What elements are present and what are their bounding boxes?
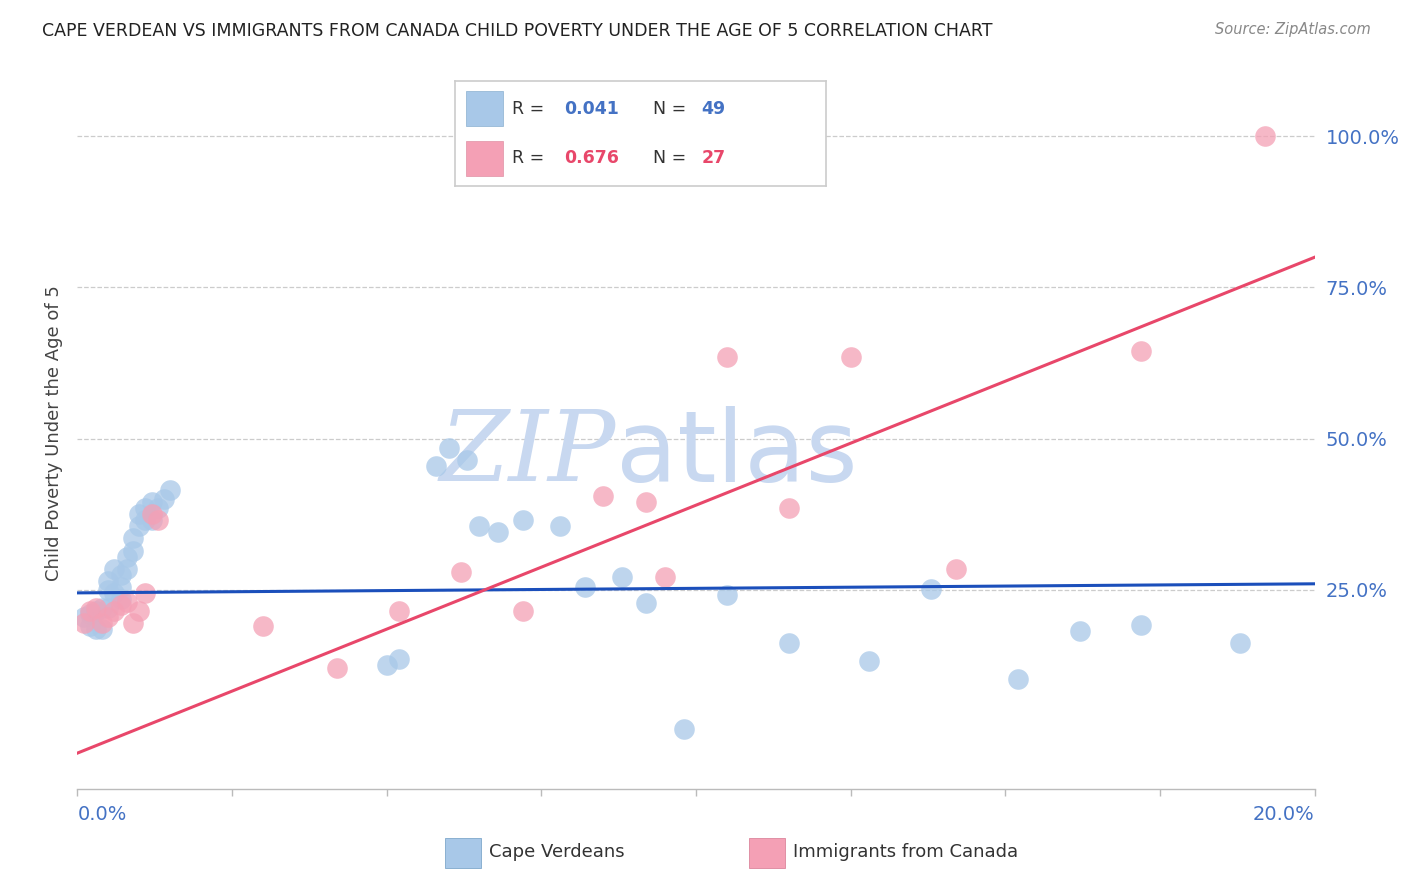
Point [115, 549, 138, 564]
Point [1069, 624, 1091, 638]
Point [326, 661, 349, 675]
Point [716, 588, 738, 602]
Point [1130, 343, 1153, 358]
Point [91, 601, 114, 615]
Point [72, 610, 94, 624]
Point [122, 543, 145, 558]
Text: 20.0%: 20.0% [1253, 805, 1315, 823]
Point [512, 604, 534, 618]
Text: ZIP: ZIP [439, 407, 616, 501]
Point [91, 616, 114, 631]
Point [610, 569, 633, 583]
Point [839, 350, 862, 364]
Point [79, 607, 101, 621]
Text: 0.0%: 0.0% [77, 805, 127, 823]
Point [778, 636, 800, 650]
FancyBboxPatch shape [749, 838, 785, 868]
Point [128, 508, 150, 522]
Point [103, 604, 125, 618]
Point [388, 604, 411, 618]
Point [97, 582, 120, 597]
Point [375, 658, 398, 673]
Point [72, 616, 94, 631]
Text: Source: ZipAtlas.com: Source: ZipAtlas.com [1215, 22, 1371, 37]
Point [91, 622, 114, 636]
Point [716, 350, 738, 364]
Point [672, 722, 695, 736]
Point [110, 591, 132, 606]
Y-axis label: Child Poverty Under the Age of 5: Child Poverty Under the Age of 5 [45, 285, 63, 581]
Point [141, 513, 163, 527]
Point [920, 582, 942, 596]
Point [84, 622, 107, 636]
Point [437, 441, 460, 455]
Point [146, 501, 169, 516]
Point [159, 483, 181, 497]
Point [636, 495, 658, 509]
Point [110, 598, 132, 612]
Point [1007, 673, 1029, 687]
Point [134, 501, 156, 516]
Text: Cape Verdeans: Cape Verdeans [489, 843, 626, 861]
Point [128, 519, 150, 533]
Point [654, 569, 676, 583]
Text: CAPE VERDEAN VS IMMIGRANTS FROM CANADA CHILD POVERTY UNDER THE AGE OF 5 CORRELAT: CAPE VERDEAN VS IMMIGRANTS FROM CANADA C… [42, 22, 993, 40]
Point [97, 601, 120, 615]
Point [945, 562, 967, 576]
Point [115, 562, 138, 576]
Point [103, 562, 125, 576]
Point [778, 501, 800, 516]
Point [450, 565, 472, 579]
Point [122, 616, 145, 631]
Point [153, 492, 176, 507]
Point [134, 513, 156, 527]
Point [84, 604, 107, 618]
Point [574, 580, 596, 594]
Point [128, 604, 150, 618]
Point [141, 508, 163, 522]
Point [456, 453, 478, 467]
Point [79, 604, 101, 618]
Point [1229, 636, 1251, 650]
Point [636, 596, 658, 610]
Point [858, 654, 880, 668]
Text: Immigrants from Canada: Immigrants from Canada [793, 843, 1018, 861]
Point [425, 458, 447, 473]
Point [1130, 618, 1153, 632]
Point [548, 519, 571, 533]
Point [110, 580, 132, 594]
Point [97, 574, 120, 588]
Point [252, 619, 274, 633]
Point [512, 513, 534, 527]
Point [110, 567, 132, 582]
Point [141, 495, 163, 509]
Point [84, 601, 107, 615]
Point [388, 652, 411, 666]
Point [146, 513, 169, 527]
Point [486, 525, 509, 540]
FancyBboxPatch shape [446, 838, 481, 868]
Point [97, 610, 120, 624]
Point [122, 532, 145, 546]
Point [103, 586, 125, 600]
Point [115, 595, 138, 609]
Point [592, 489, 614, 503]
Point [134, 586, 156, 600]
Point [79, 619, 101, 633]
Text: atlas: atlas [616, 406, 858, 502]
Point [468, 519, 491, 533]
Point [1254, 129, 1277, 144]
